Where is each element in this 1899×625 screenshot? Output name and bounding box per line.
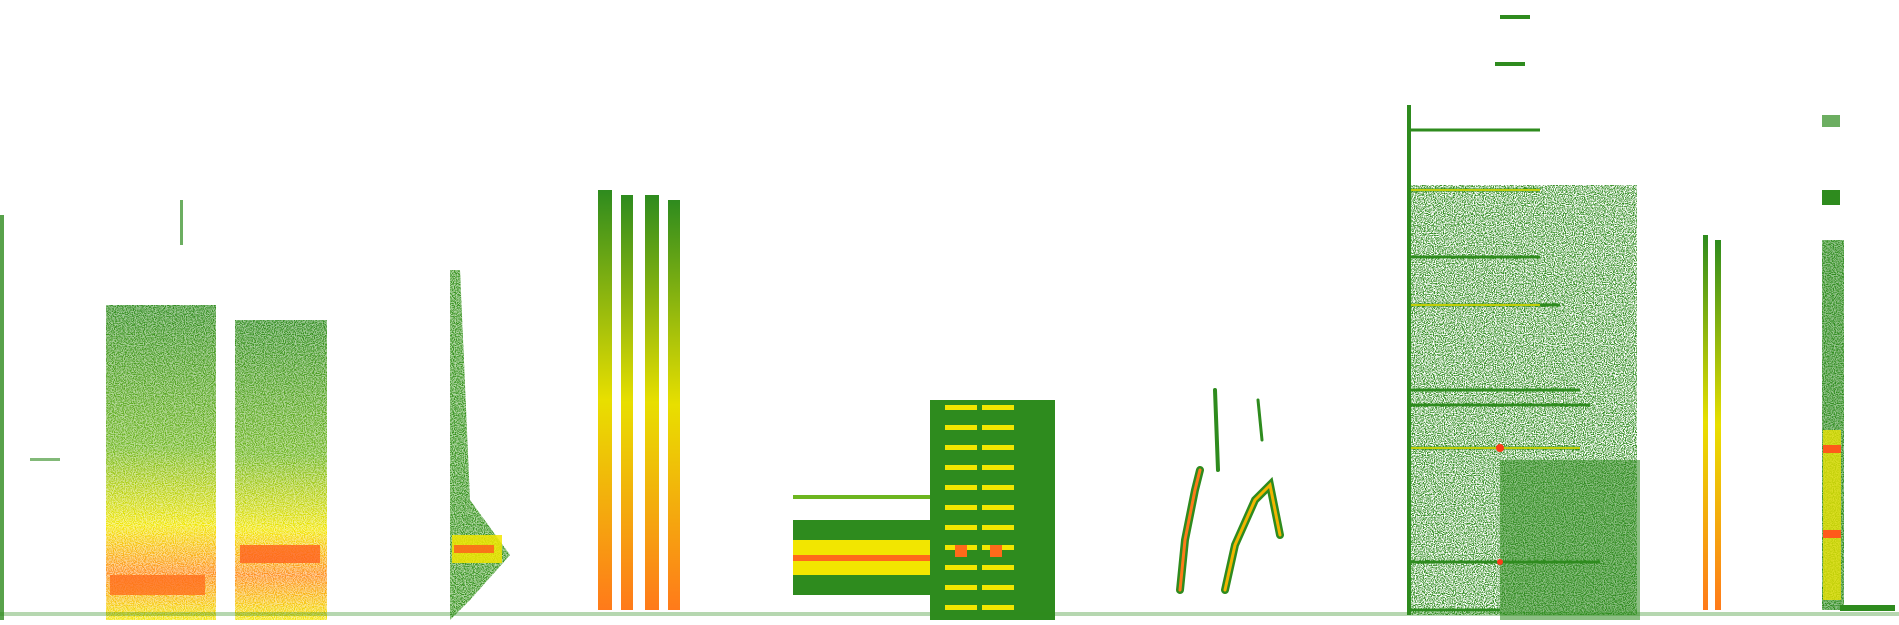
spectrogram-segment-11 [1840, 605, 1895, 611]
spectrogram-segment-9 [1822, 115, 1844, 610]
spectrogram-segment-10 [0, 612, 1899, 616]
spectrogram-segment-6 [1176, 388, 1284, 594]
spectrogram-segment-4 [598, 190, 680, 610]
spectrogram-segment-1 [0, 215, 60, 620]
spectrogram-segment-7 [1407, 15, 1640, 620]
spectrogram-segment-2 [106, 200, 327, 620]
spectrogram-segment-8 [1703, 235, 1721, 610]
spectrogram-segment-5 [793, 400, 1055, 620]
spectrogram-segment-3 [450, 270, 510, 620]
